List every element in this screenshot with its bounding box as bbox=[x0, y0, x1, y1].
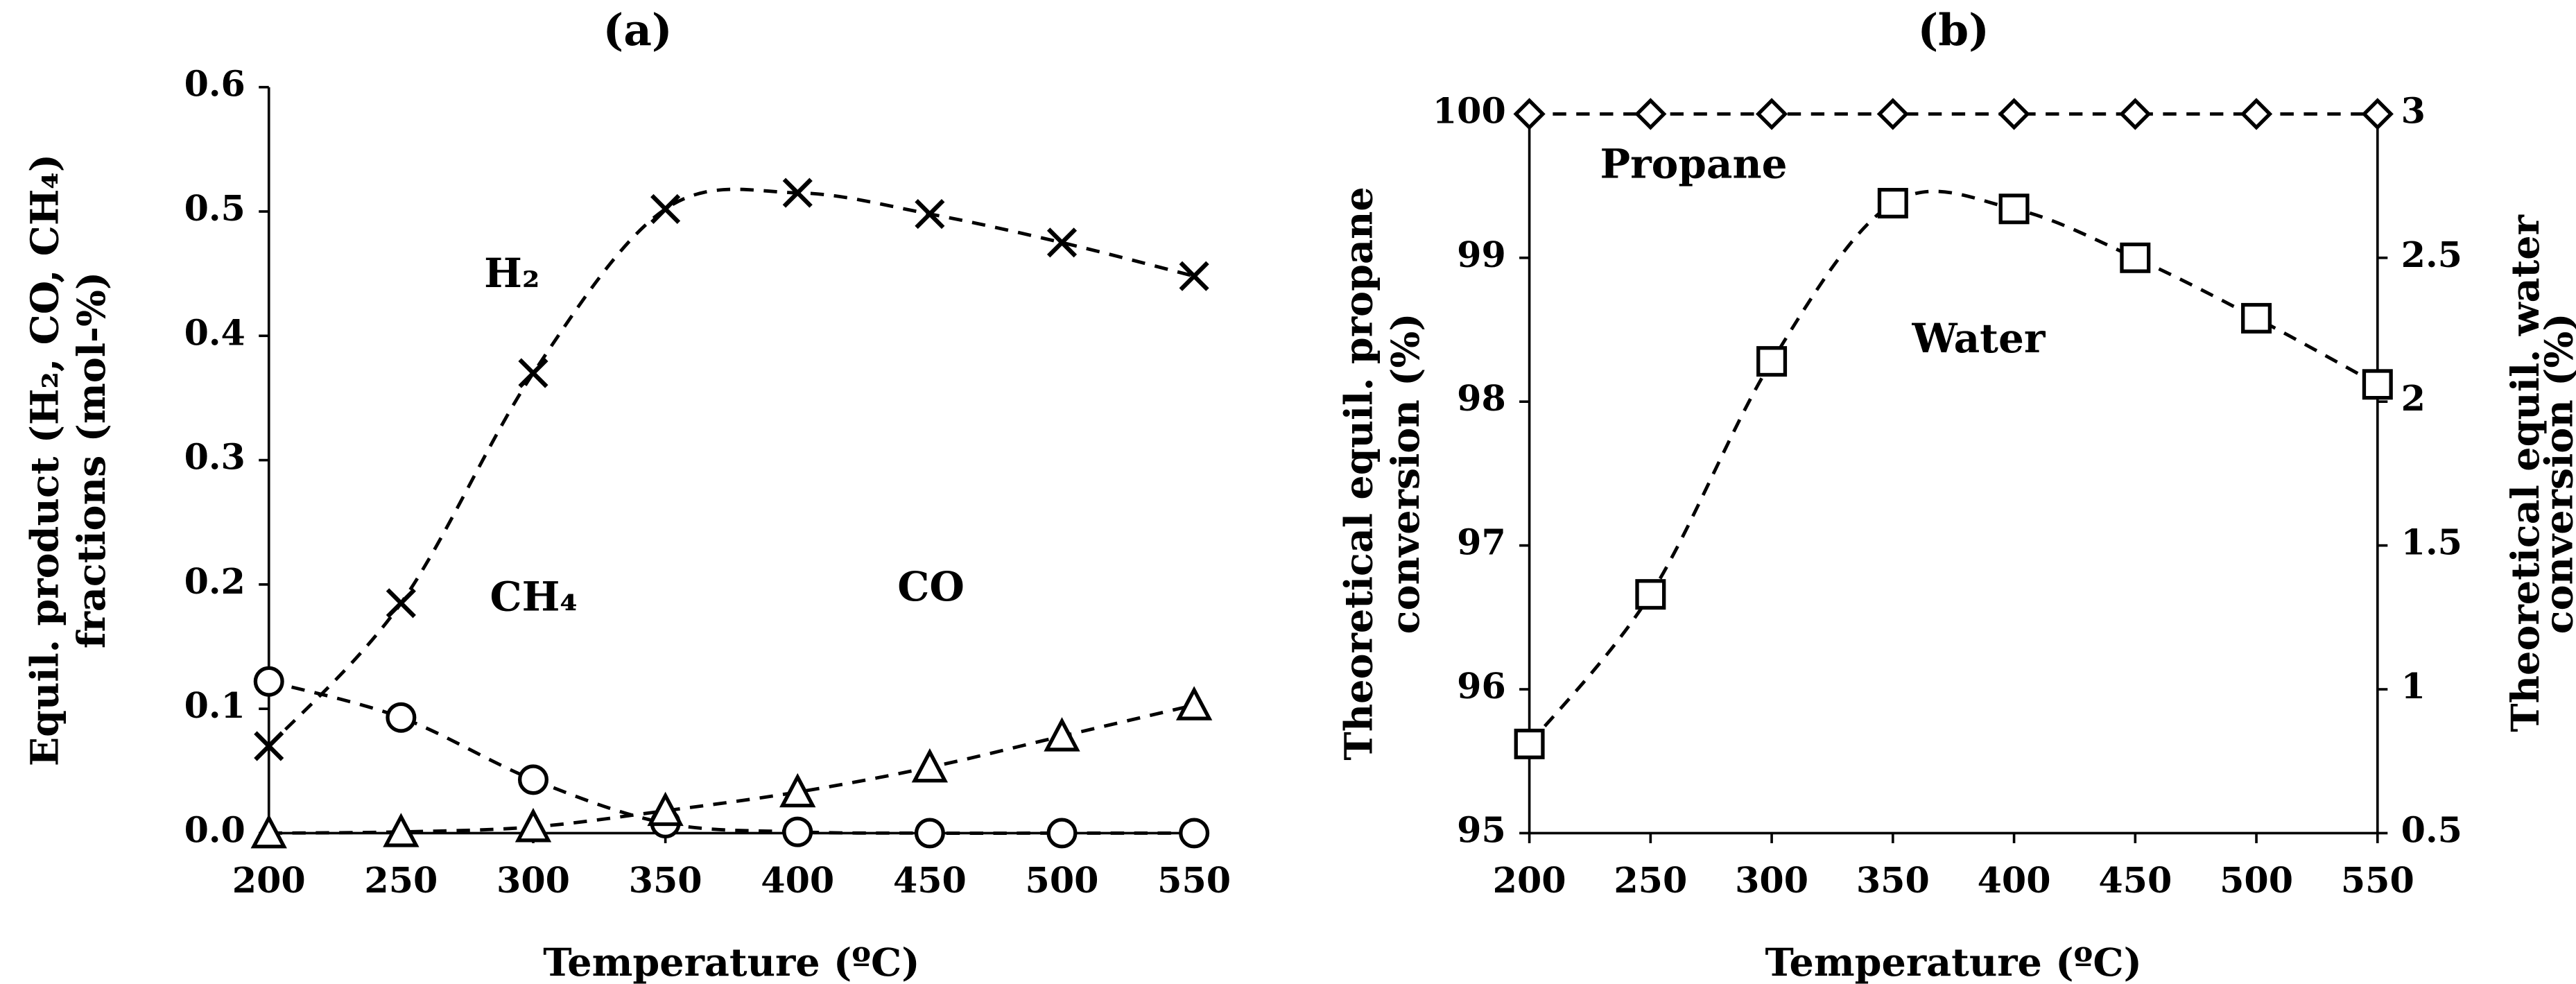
marker bbox=[2119, 98, 2152, 130]
y2-tick-label: 1 bbox=[2401, 665, 2426, 707]
x-tick-label: 450 bbox=[893, 859, 967, 901]
y-tick-label: 0.4 bbox=[184, 311, 245, 353]
x-tick-label: 250 bbox=[1614, 859, 1687, 901]
marker bbox=[650, 193, 681, 224]
y-tick-label: 96 bbox=[1457, 665, 1506, 707]
x-tick-label: 450 bbox=[2098, 859, 2172, 901]
marker bbox=[1179, 261, 1209, 291]
marker bbox=[1046, 227, 1078, 258]
x-tick-label: 300 bbox=[496, 859, 570, 901]
x-tick-label: 500 bbox=[2220, 859, 2293, 901]
marker bbox=[386, 702, 417, 733]
marker bbox=[1179, 818, 1210, 849]
marker bbox=[1046, 818, 1078, 849]
x-tick-label: 550 bbox=[2341, 859, 2414, 901]
y-axis-label: Theoretical equil. propane bbox=[1337, 187, 1382, 760]
marker bbox=[2362, 369, 2393, 400]
series-label: CO bbox=[897, 563, 965, 610]
x-tick-label: 200 bbox=[232, 859, 306, 901]
marker bbox=[2120, 242, 2151, 273]
marker bbox=[254, 731, 284, 761]
x-tick-label: 400 bbox=[1978, 859, 2051, 901]
x-tick-label: 300 bbox=[1735, 859, 1808, 901]
marker bbox=[914, 818, 945, 849]
marker bbox=[250, 813, 287, 849]
marker bbox=[1044, 717, 1080, 752]
marker bbox=[779, 772, 816, 808]
y-axis-label: Equil. product (H₂, CO, CH₄) bbox=[22, 154, 67, 766]
series-label: CH₄ bbox=[490, 573, 577, 620]
x-tick-label: 250 bbox=[364, 859, 438, 901]
marker bbox=[253, 666, 284, 697]
y-tick-label: 99 bbox=[1457, 234, 1506, 275]
y-tick-label: 0.5 bbox=[184, 187, 245, 229]
marker bbox=[1514, 728, 1545, 759]
marker bbox=[1175, 686, 1213, 720]
y2-tick-label: 0.5 bbox=[2401, 809, 2462, 850]
y-tick-label: 97 bbox=[1457, 521, 1506, 563]
marker bbox=[1634, 98, 1667, 130]
marker bbox=[911, 748, 949, 783]
y2-tick-label: 2.5 bbox=[2401, 234, 2462, 275]
y2-axis-label: Theoretical equil. water bbox=[2503, 214, 2548, 732]
y-tick-label: 98 bbox=[1457, 377, 1506, 419]
series-line bbox=[267, 187, 1195, 748]
y-tick-label: 95 bbox=[1457, 809, 1506, 850]
marker bbox=[2240, 98, 2273, 130]
y-tick-label: 0.0 bbox=[184, 809, 245, 850]
marker bbox=[782, 178, 813, 208]
x-tick-label: 350 bbox=[1856, 859, 1930, 901]
marker bbox=[1635, 579, 1666, 610]
marker bbox=[2361, 98, 2394, 130]
y-axis-label: conversion (%) bbox=[1383, 313, 1428, 634]
marker bbox=[386, 588, 416, 619]
y2-tick-label: 1.5 bbox=[2401, 521, 2462, 563]
series-label: Water bbox=[1911, 315, 2046, 362]
marker bbox=[2241, 302, 2272, 334]
series-line bbox=[1528, 189, 2378, 745]
marker bbox=[915, 199, 945, 230]
chart-title: (a) bbox=[603, 4, 672, 55]
x-axis-label: Temperature (ºC) bbox=[1765, 940, 2142, 984]
y2-axis-label: conversion (%) bbox=[2536, 313, 2576, 634]
y2-tick-label: 3 bbox=[2401, 89, 2426, 131]
series-label: H₂ bbox=[484, 250, 539, 297]
marker bbox=[1876, 98, 1909, 130]
x-tick-label: 400 bbox=[761, 859, 834, 901]
y2-tick-label: 2 bbox=[2401, 377, 2426, 419]
marker bbox=[518, 358, 548, 388]
y-tick-label: 0.2 bbox=[184, 560, 245, 602]
marker bbox=[1998, 98, 2030, 130]
y-tick-label: 100 bbox=[1433, 89, 1506, 131]
y-tick-label: 0.3 bbox=[184, 436, 245, 478]
x-tick-label: 200 bbox=[1493, 859, 1566, 901]
marker bbox=[782, 816, 813, 847]
x-tick-label: 500 bbox=[1026, 859, 1099, 901]
marker bbox=[515, 808, 552, 843]
chart-title: (b) bbox=[1917, 4, 1989, 55]
marker bbox=[1755, 98, 1788, 130]
series-label: Propane bbox=[1600, 141, 1787, 188]
x-tick-label: 350 bbox=[629, 859, 702, 901]
y-tick-label: 0.6 bbox=[184, 63, 245, 105]
series-line bbox=[268, 703, 1195, 835]
marker bbox=[517, 764, 548, 795]
y-axis-label: fractions (mol-%) bbox=[69, 272, 114, 648]
marker bbox=[1513, 98, 1546, 130]
marker bbox=[1756, 346, 1788, 377]
marker bbox=[383, 813, 420, 847]
marker bbox=[1998, 193, 2030, 225]
x-axis-label: Temperature (ºC) bbox=[543, 940, 919, 984]
marker bbox=[1877, 187, 1908, 218]
x-tick-label: 550 bbox=[1157, 859, 1231, 901]
y-tick-label: 0.1 bbox=[184, 684, 245, 726]
marker bbox=[647, 791, 684, 827]
